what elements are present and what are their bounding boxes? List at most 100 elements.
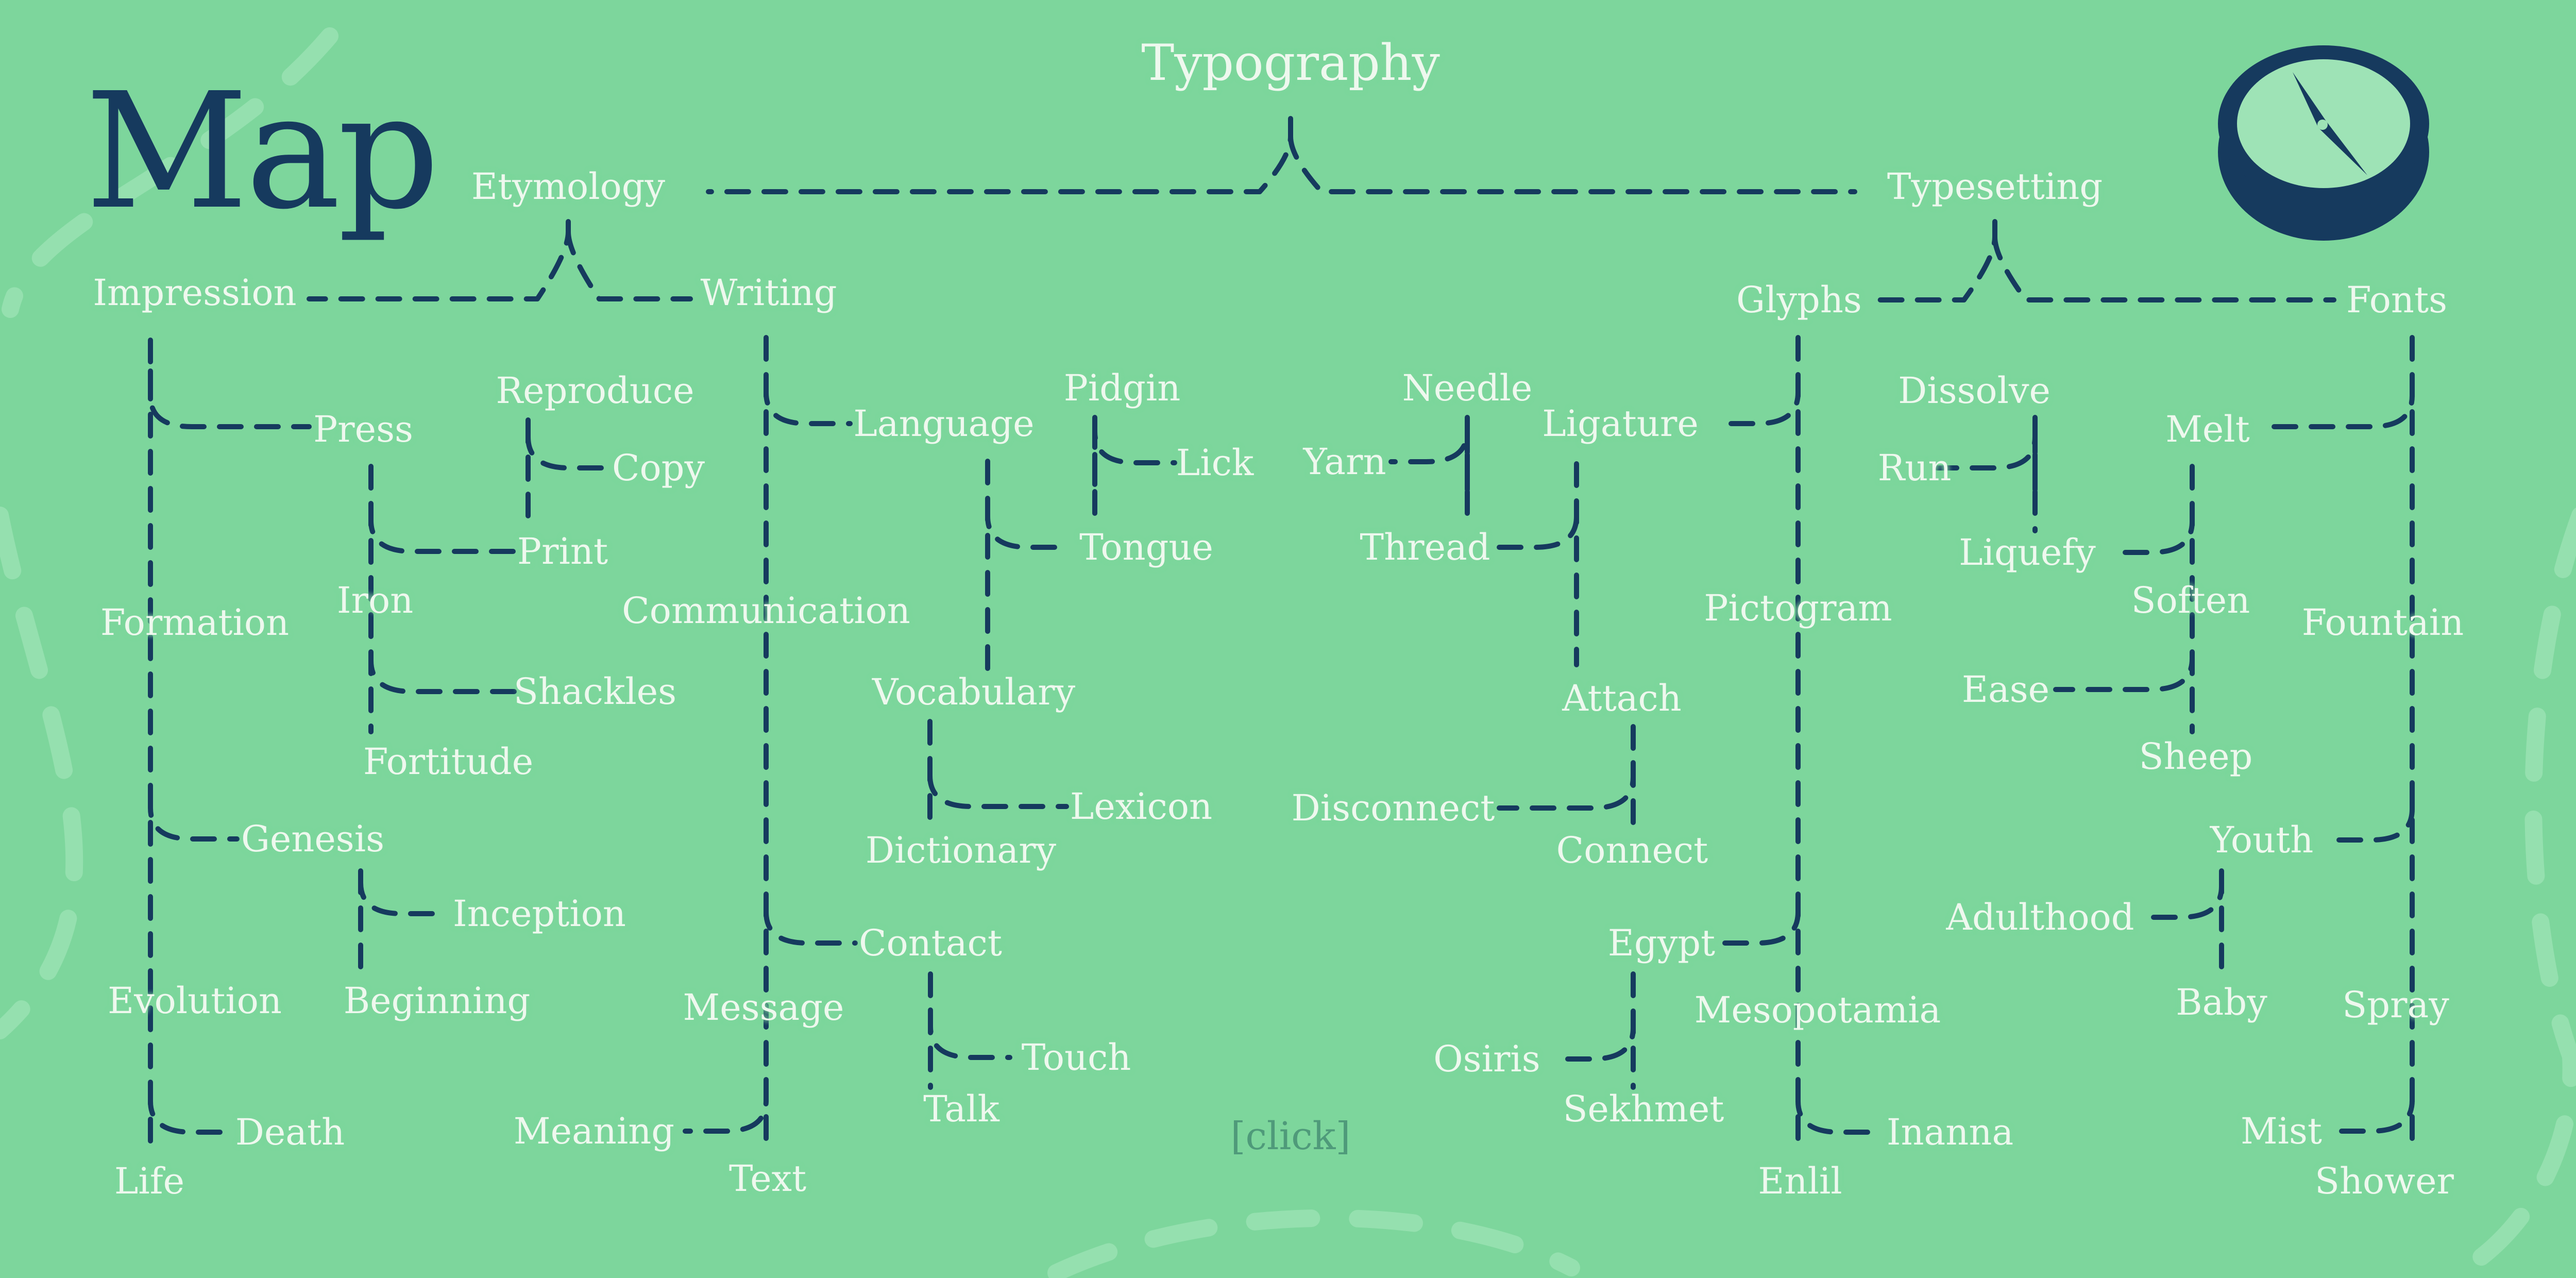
lick-hook <box>1092 429 1177 487</box>
egypt-link <box>1713 904 1801 946</box>
node-print: Print <box>517 530 608 573</box>
node-adulthood: Adulthood <box>1946 896 2134 938</box>
typography-bracket-right <box>1288 134 1857 194</box>
node-dissolve: Dissolve <box>1898 369 2050 412</box>
adulthood-link <box>2141 873 2224 920</box>
compass-icon <box>2218 45 2429 241</box>
node-inanna: Inanna <box>1886 1111 2014 1153</box>
node-glyphs: Glyphs <box>1736 279 1862 321</box>
language-link <box>764 379 853 426</box>
mist-link <box>2336 1090 2415 1134</box>
node-soften: Soften <box>2131 579 2250 621</box>
node-life: Life <box>114 1160 185 1202</box>
node-mist: Mist <box>2240 1110 2323 1152</box>
node-genesis: Genesis <box>241 818 385 860</box>
node-lexicon: Lexicon <box>1070 785 1213 828</box>
node-meaning: Meaning <box>513 1110 675 1152</box>
node-youth: Youth <box>2210 819 2314 861</box>
melt-link <box>2264 379 2415 429</box>
osiris-link <box>1553 1013 1636 1062</box>
death-link <box>148 1090 229 1135</box>
contact-link <box>764 904 858 946</box>
node-baby: Baby <box>2176 981 2267 1023</box>
node-thread: Thread <box>1360 526 1490 568</box>
node-press: Press <box>313 408 413 450</box>
node-run: Run <box>1877 447 1952 489</box>
node-shackles: Shackles <box>513 670 677 713</box>
ease-link <box>2053 656 2195 692</box>
node-shower: Shower <box>2315 1160 2454 1202</box>
typography-bracket-left <box>706 116 1293 194</box>
click-button[interactable]: [click] <box>1230 1114 1351 1158</box>
node-sekhmet: Sekhmet <box>1563 1088 1724 1130</box>
meaning-hook <box>683 1080 769 1134</box>
node-touch: Touch <box>1021 1036 1131 1079</box>
node-tongue: Tongue <box>1079 526 1213 568</box>
node-dictionary: Dictionary <box>865 829 1057 871</box>
node-melt: Melt <box>2165 408 2250 450</box>
node-disconnect: Disconnect <box>1291 787 1495 829</box>
node-enlil: Enlil <box>1758 1160 1842 1202</box>
node-evolution: Evolution <box>107 980 282 1022</box>
ligature-link <box>1716 379 1801 426</box>
genesis-link <box>148 791 240 842</box>
node-fountain: Fountain <box>2301 601 2464 644</box>
node-impression: Impression <box>93 272 297 314</box>
node-fortitude: Fortitude <box>363 741 534 783</box>
node-reproduce: Reproduce <box>496 369 694 412</box>
copy-hook <box>526 434 611 482</box>
yarn-hook <box>1388 428 1470 492</box>
node-copy: Copy <box>612 447 705 489</box>
thread-link <box>1497 513 1579 550</box>
node-pictogram: Pictogram <box>1704 587 1892 629</box>
node-sheep: Sheep <box>2139 735 2253 778</box>
node-pidgin: Pidgin <box>1063 367 1181 409</box>
typesetting-bracket-right <box>1992 234 2336 302</box>
node-etymology: Etymology <box>471 165 666 208</box>
node-death: Death <box>235 1111 345 1153</box>
node-ligature: Ligature <box>1542 402 1699 445</box>
touch-link <box>928 1007 1012 1060</box>
node-beginning: Beginning <box>343 980 531 1022</box>
node-vocabulary: Vocabulary <box>872 671 1076 713</box>
run-hook <box>1935 434 2038 492</box>
tongue-link <box>985 502 1072 550</box>
node-mesopotamia: Mesopotamia <box>1694 989 1941 1031</box>
inception-link <box>358 873 446 916</box>
node-formation: Formation <box>100 601 290 644</box>
node-fonts: Fonts <box>2346 279 2448 321</box>
node-talk: Talk <box>923 1088 999 1130</box>
inanna-link <box>1795 1090 1878 1135</box>
node-spray: Spray <box>2342 984 2449 1026</box>
print-link <box>368 508 518 554</box>
node-attach: Attach <box>1562 677 1682 719</box>
node-iron: Iron <box>336 579 414 621</box>
node-needle: Needle <box>1402 367 1533 409</box>
node-inception: Inception <box>453 893 626 935</box>
node-text: Text <box>728 1157 807 1200</box>
node-ease: Ease <box>1961 668 2050 711</box>
node-contact: Contact <box>859 922 1002 964</box>
press-link <box>148 368 312 429</box>
node-message: Message <box>683 986 844 1029</box>
youth-link <box>2336 801 2415 843</box>
shackles-link <box>368 658 523 694</box>
node-yarn: Yarn <box>1303 441 1386 483</box>
etymology-bracket-right <box>566 229 693 301</box>
lexicon-link <box>927 770 1069 809</box>
node-connect: Connect <box>1556 829 1708 871</box>
node-writing: Writing <box>700 272 837 314</box>
node-language: Language <box>853 402 1035 445</box>
node-typography: Typography <box>1141 34 1440 92</box>
node-liquefy: Liquefy <box>1959 531 2096 574</box>
disconnect-link <box>1497 760 1636 811</box>
node-egypt: Egypt <box>1607 922 1716 964</box>
map-title: Map <box>85 59 440 245</box>
liquefy-link <box>2115 508 2195 555</box>
node-communication: Communication <box>622 590 910 632</box>
node-osiris: Osiris <box>1433 1038 1540 1080</box>
node-lick: Lick <box>1176 442 1254 484</box>
